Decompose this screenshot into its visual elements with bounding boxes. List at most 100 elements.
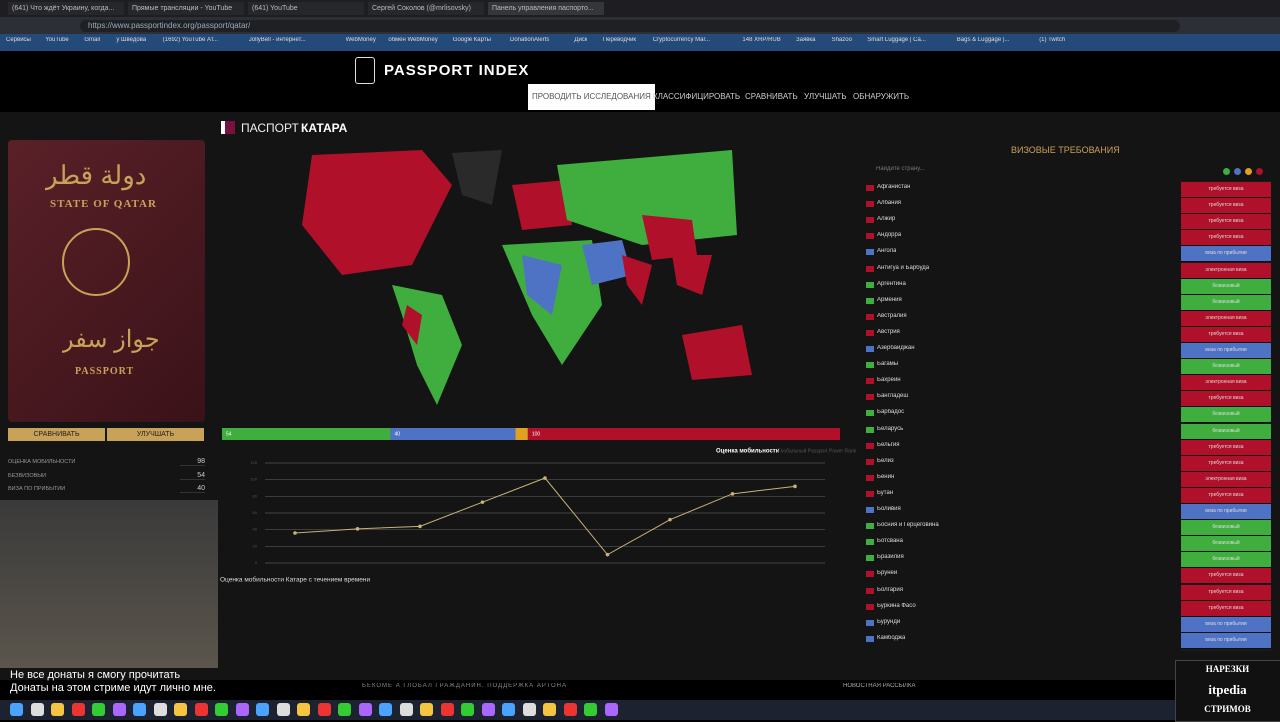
country[interactable]: Беларусь: [877, 425, 904, 432]
taskbar-icon[interactable]: [420, 703, 433, 716]
taskbar-icon[interactable]: [399, 703, 413, 716]
tab[interactable]: Сергей Соколов (@mrlisovsky): [368, 2, 484, 15]
country[interactable]: Бенин: [877, 473, 895, 480]
bookmark[interactable]: Google Карты: [452, 37, 491, 43]
country[interactable]: Австрия: [877, 328, 900, 335]
bookmark[interactable]: Shazoo: [831, 37, 852, 43]
country[interactable]: Андорра: [877, 232, 902, 239]
footer-right[interactable]: НОВОСТНАЯ РАССЫЛКА: [843, 683, 916, 689]
country[interactable]: Белиз: [877, 457, 894, 464]
taskbar-icon[interactable]: [133, 703, 146, 716]
bookmark[interactable]: Smart Luggage | Ca...: [867, 37, 926, 43]
nav-item[interactable]: КЛАССИФИЦИРОВАТЬ: [653, 92, 741, 101]
tab[interactable]: Панель управления паспорто...: [488, 2, 604, 15]
country[interactable]: Австралия: [877, 312, 907, 319]
bookmark[interactable]: Заявка: [796, 37, 816, 43]
taskbar-icon[interactable]: [235, 703, 249, 716]
country[interactable]: Армения: [877, 296, 902, 303]
taskbar-icon[interactable]: [379, 703, 392, 716]
taskbar-icon[interactable]: [604, 703, 618, 716]
taskbar-icon[interactable]: [461, 703, 474, 716]
url-field[interactable]: [80, 20, 1180, 32]
taskbar-icon[interactable]: [71, 703, 85, 716]
country[interactable]: Болгария: [877, 586, 903, 593]
taskbar-icon[interactable]: [297, 703, 310, 716]
taskbar-icon[interactable]: [481, 703, 495, 716]
country[interactable]: Албания: [877, 200, 902, 207]
taskbar-icon[interactable]: [338, 703, 351, 716]
line: [294, 477, 796, 556]
bookmark[interactable]: Gmail: [84, 37, 101, 43]
country[interactable]: Ботсвана: [877, 538, 903, 545]
country[interactable]: Бутан: [877, 489, 894, 496]
tab[interactable]: (641) YouTube: [248, 2, 364, 15]
country[interactable]: Барбадос: [877, 409, 905, 416]
taskbar-icon[interactable]: [543, 703, 556, 716]
country[interactable]: Камбоджа: [877, 634, 906, 641]
flag: [866, 507, 874, 513]
taskbar-icon[interactable]: [51, 703, 64, 716]
bookmark[interactable]: (1692) YouTube Ат...: [162, 37, 218, 43]
country[interactable]: Аргентина: [877, 280, 906, 287]
country[interactable]: Бурунди: [877, 618, 901, 625]
bookmark[interactable]: WebMoney: [345, 37, 376, 43]
nav-item[interactable]: СРАВНИВАТЬ: [745, 92, 798, 101]
visa-status: требуется виза: [1181, 182, 1271, 198]
taskbar-icon[interactable]: [10, 703, 23, 716]
taskbar-icon[interactable]: [563, 703, 577, 716]
taskbar-icon[interactable]: [584, 703, 597, 716]
bookmark[interactable]: 148 XRP/RUB: [742, 37, 781, 43]
tab[interactable]: Прямые трансляции - YouTube: [128, 2, 244, 15]
nav-item[interactable]: ПРОВОДИТЬ ИССЛЕДОВАНИЯ: [528, 84, 655, 110]
taskbar-icon[interactable]: [440, 703, 454, 716]
country[interactable]: Ангола: [877, 248, 897, 255]
taskbar-icon[interactable]: [174, 703, 187, 716]
bookmark[interactable]: обмен WebMoney: [388, 37, 438, 43]
country[interactable]: Бельгия: [877, 441, 900, 448]
flag: [866, 378, 874, 385]
bookmark[interactable]: YouTube: [45, 37, 69, 43]
taskbar-icon[interactable]: [92, 703, 105, 716]
taskbar-icon[interactable]: [30, 703, 44, 716]
country[interactable]: Багамы: [877, 361, 899, 368]
country[interactable]: Азербайджан: [877, 345, 915, 351]
action-button[interactable]: СРАВНИВАТЬ: [8, 428, 105, 441]
taskbar-icon[interactable]: [358, 703, 372, 716]
tab[interactable]: (641) Что ждёт Украину, когда...: [8, 2, 124, 15]
taskbar-icon[interactable]: [522, 703, 536, 716]
nav-item[interactable]: ОБНАРУЖИТЬ: [853, 92, 910, 101]
taskbar-icon[interactable]: [112, 703, 126, 716]
taskbar-icon[interactable]: [215, 703, 228, 716]
country[interactable]: Боливия: [877, 506, 901, 512]
country[interactable]: Бахрейн: [877, 377, 901, 384]
taskbar-icon[interactable]: [256, 703, 269, 716]
country[interactable]: Бразилия: [877, 554, 904, 561]
flag: [866, 217, 874, 224]
taskbar-icon[interactable]: [194, 703, 208, 716]
country[interactable]: Афганистан: [877, 184, 911, 190]
bookmark[interactable]: DonationAlerts: [510, 37, 550, 43]
bookmark[interactable]: Переводчик: [602, 37, 637, 43]
bookmark[interactable]: Cryptocurrency Mar...: [652, 37, 711, 43]
country[interactable]: Алжир: [877, 216, 896, 223]
bookmark[interactable]: JollyBell - интернет...: [248, 37, 306, 43]
nav-item[interactable]: УЛУЧШАТЬ: [804, 92, 847, 101]
country[interactable]: Антигуа и Барбуда: [877, 264, 930, 271]
bookmark[interactable]: Bags & Luggage |...: [956, 37, 1010, 43]
bookmark[interactable]: (1) Twitch: [1039, 37, 1066, 43]
bookmark[interactable]: Сервисы: [6, 37, 31, 43]
bookmark[interactable]: у Шведова: [116, 37, 147, 43]
flag: [866, 571, 874, 578]
search[interactable]: Найдите страну...: [876, 166, 925, 172]
bookmark[interactable]: Диск: [574, 37, 588, 43]
country[interactable]: Бангладеш: [877, 393, 909, 400]
country[interactable]: Босния и Герцеговина: [877, 522, 939, 529]
country[interactable]: Буркина Фасо: [877, 602, 916, 609]
taskbar-icon[interactable]: [317, 703, 331, 716]
action-button[interactable]: УЛУЧШАТЬ: [107, 428, 204, 441]
taskbar-icon[interactable]: [153, 703, 167, 716]
taskbar-icon[interactable]: [276, 703, 290, 716]
flag: [866, 410, 874, 417]
taskbar-icon[interactable]: [502, 703, 515, 716]
country[interactable]: Бруней: [877, 570, 898, 577]
